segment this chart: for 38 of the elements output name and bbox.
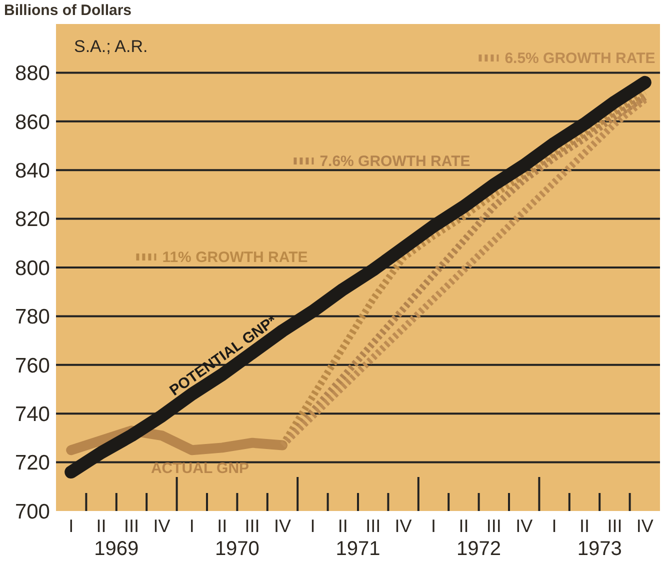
y-tick-label: 800 bbox=[14, 256, 50, 280]
y-tick-label: 880 bbox=[14, 62, 50, 86]
text: 1969 bbox=[94, 538, 139, 560]
x-tick-label: II bbox=[579, 516, 590, 536]
x-tick-label: IV bbox=[636, 516, 654, 536]
y-axis-title: Billions of Dollars bbox=[4, 2, 132, 19]
x-tick-label: III bbox=[607, 516, 622, 536]
x-tick-label: IV bbox=[153, 516, 170, 536]
series-label: ACTUAL GNP bbox=[150, 460, 250, 477]
x-tick-label: II bbox=[217, 516, 228, 536]
y-tick-label: 860 bbox=[14, 110, 50, 134]
text: 1970 bbox=[214, 538, 260, 560]
x-tick-label: II bbox=[96, 516, 106, 536]
x-tick-label: I bbox=[430, 516, 436, 536]
x-tick-label: III bbox=[244, 516, 260, 536]
y-tick-label: 820 bbox=[14, 208, 50, 232]
x-tick-label: I bbox=[189, 516, 194, 536]
y-tick-label: 720 bbox=[14, 452, 50, 475]
y-tick-label: 840 bbox=[14, 159, 50, 182]
x-tick-label: I bbox=[552, 516, 557, 536]
text: 1971 bbox=[336, 538, 380, 560]
x-tick-label: II bbox=[458, 516, 469, 536]
text: 1973 bbox=[577, 538, 622, 560]
x-tick-label: III bbox=[486, 516, 502, 536]
x-tick-label: II bbox=[338, 516, 348, 536]
x-tick-label: I bbox=[310, 516, 316, 536]
text: 1972 bbox=[456, 538, 502, 560]
x-tick-label: IV bbox=[516, 516, 533, 536]
x-tick-label: III bbox=[124, 516, 140, 536]
annotation: S.A.; A.R. bbox=[74, 37, 148, 56]
y-tick-label: 760 bbox=[14, 354, 50, 378]
y-tick-label: 780 bbox=[14, 306, 50, 329]
y-tick-label: 700 bbox=[14, 500, 50, 524]
x-tick-label: IV bbox=[274, 516, 292, 536]
x-tick-label: I bbox=[68, 516, 74, 536]
x-tick-label: III bbox=[366, 516, 381, 536]
x-tick-label: IV bbox=[394, 516, 412, 536]
y-tick-label: 740 bbox=[14, 402, 50, 426]
